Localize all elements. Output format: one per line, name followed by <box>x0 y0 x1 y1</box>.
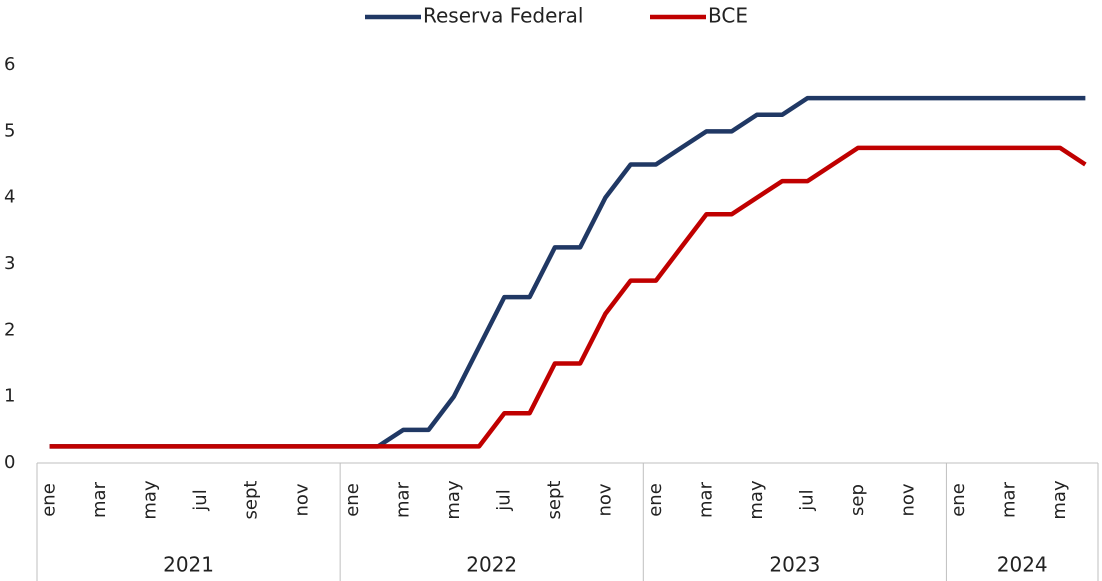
group-label: 2024 <box>997 553 1048 577</box>
x-tick-label: mar <box>695 481 716 518</box>
y-tick-label: 2 <box>4 319 15 340</box>
x-tick-label: ene <box>39 483 60 517</box>
legend-label: BCE <box>708 4 748 28</box>
x-tick-label: sept <box>241 481 262 520</box>
y-tick-label: 1 <box>4 386 15 407</box>
series-line <box>49 95 1086 449</box>
y-tick-label: 4 <box>4 187 15 208</box>
x-tick-label: mar <box>999 481 1020 518</box>
series-line <box>49 145 1087 449</box>
x-tick-label: jul <box>190 489 211 511</box>
y-tick-label: 5 <box>4 120 15 141</box>
x-tick-label: may <box>1049 480 1070 520</box>
x-tick-label: mar <box>392 481 413 518</box>
x-tick-label: may <box>443 480 464 520</box>
y-tick-label: 6 <box>4 54 15 75</box>
x-tick-label: may <box>746 480 767 520</box>
x-tick-label: may <box>140 480 161 520</box>
group-label: 2021 <box>163 553 214 577</box>
y-tick-label: 3 <box>4 253 15 274</box>
x-tick-label: sept <box>544 481 565 520</box>
x-tick-label: nov <box>898 483 919 516</box>
legend-label: Reserva Federal <box>423 4 583 28</box>
x-tick-label: jul <box>796 489 817 511</box>
x-tick-label: ene <box>645 483 666 517</box>
x-tick-label: sep <box>847 484 868 516</box>
y-tick-label: 0 <box>4 452 15 473</box>
x-tick-label: mar <box>89 481 110 518</box>
x-tick-label: ene <box>342 483 363 517</box>
x-tick-label: nov <box>291 483 312 516</box>
group-label: 2022 <box>466 553 517 577</box>
x-tick-label: jul <box>493 489 514 511</box>
x-tick-label: nov <box>594 483 615 516</box>
group-label: 2023 <box>769 553 820 577</box>
x-tick-label: ene <box>948 483 969 517</box>
